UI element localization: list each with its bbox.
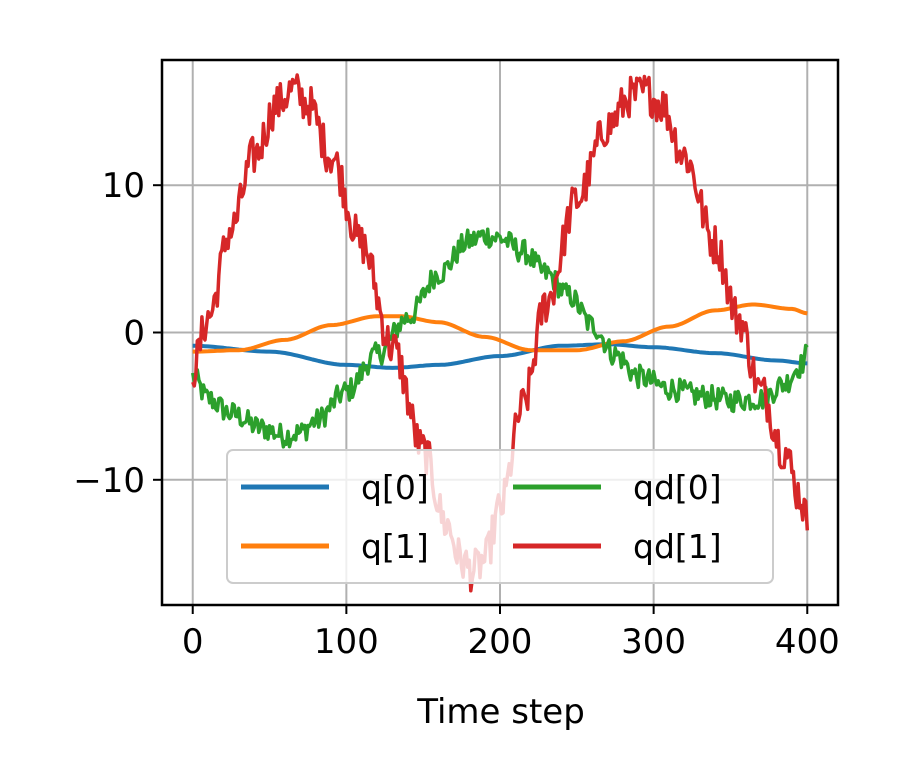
series-line-qd-0	[190, 227, 809, 449]
x-tick-label: 200	[468, 622, 533, 662]
y-tick-label: −10	[73, 461, 145, 501]
x-tick-label: 100	[314, 622, 379, 662]
legend-label: qd[1]	[633, 527, 722, 566]
legend: q[0] q[1] qd[0] qd[1]	[226, 449, 774, 584]
x-axis-label: Time step	[416, 692, 585, 732]
x-tick-label: 400	[775, 622, 840, 662]
y-tick-label: 10	[102, 166, 145, 206]
x-tick-label: 300	[621, 622, 686, 662]
legend-label: q[0]	[361, 468, 429, 507]
y-tick-label: 0	[123, 314, 145, 354]
series-line-q-0	[192, 342, 808, 370]
series-line-q-1	[192, 302, 808, 354]
legend-label: q[1]	[361, 527, 429, 566]
x-tick-label: 0	[182, 622, 204, 662]
legend-box	[226, 449, 774, 584]
legend-label: qd[0]	[633, 468, 722, 507]
axis-ticks: 0 100 200 300 400 −10 0 10	[73, 166, 839, 662]
